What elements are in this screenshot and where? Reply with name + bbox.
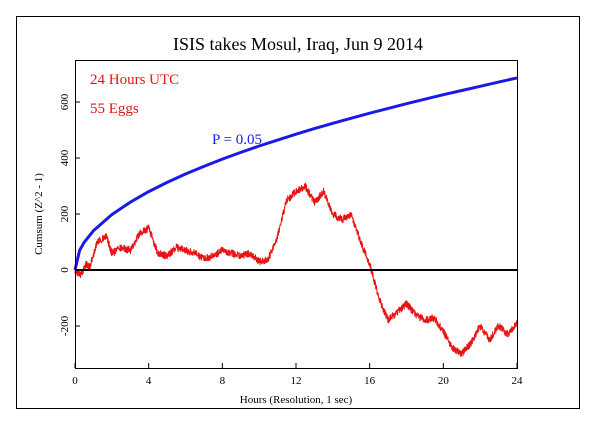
probability-envelope-line xyxy=(73,76,518,271)
x-tick-label-16: 16 xyxy=(364,375,376,387)
x-tick-label-20: 20 xyxy=(438,375,450,387)
y-tick-label-400: 400 xyxy=(59,149,71,166)
x-tick-label-0: 0 xyxy=(72,375,78,387)
x-tick-label-24: 24 xyxy=(512,375,524,387)
x-tick-label-12: 12 xyxy=(291,375,302,387)
y-tick-label-200: 200 xyxy=(59,205,71,222)
series-layer xyxy=(73,76,518,357)
y-tick-label--200: -200 xyxy=(59,315,71,336)
x-axis-label: Hours (Resolution, 1 sec) xyxy=(240,394,353,406)
y-tick-label-0: 0 xyxy=(59,267,71,273)
outer-frame xyxy=(16,16,580,409)
annotation-hours: 24 Hours UTC xyxy=(90,72,179,88)
y-axis-label: Cumsum (Z^2 - 1) xyxy=(33,173,45,255)
x-tick-label-8: 8 xyxy=(220,375,226,387)
plot-area-frame xyxy=(75,60,518,369)
annotation-p-value: P = 0.05 xyxy=(212,132,262,148)
annotation-eggs: 55 Eggs xyxy=(90,101,139,117)
cumulative-deviation-line xyxy=(74,182,518,357)
y-tick-label-600: 600 xyxy=(59,93,71,110)
x-tick-label-4: 4 xyxy=(146,375,152,387)
chart-title: ISIS takes Mosul, Iraq, Jun 9 2014 xyxy=(173,34,423,54)
